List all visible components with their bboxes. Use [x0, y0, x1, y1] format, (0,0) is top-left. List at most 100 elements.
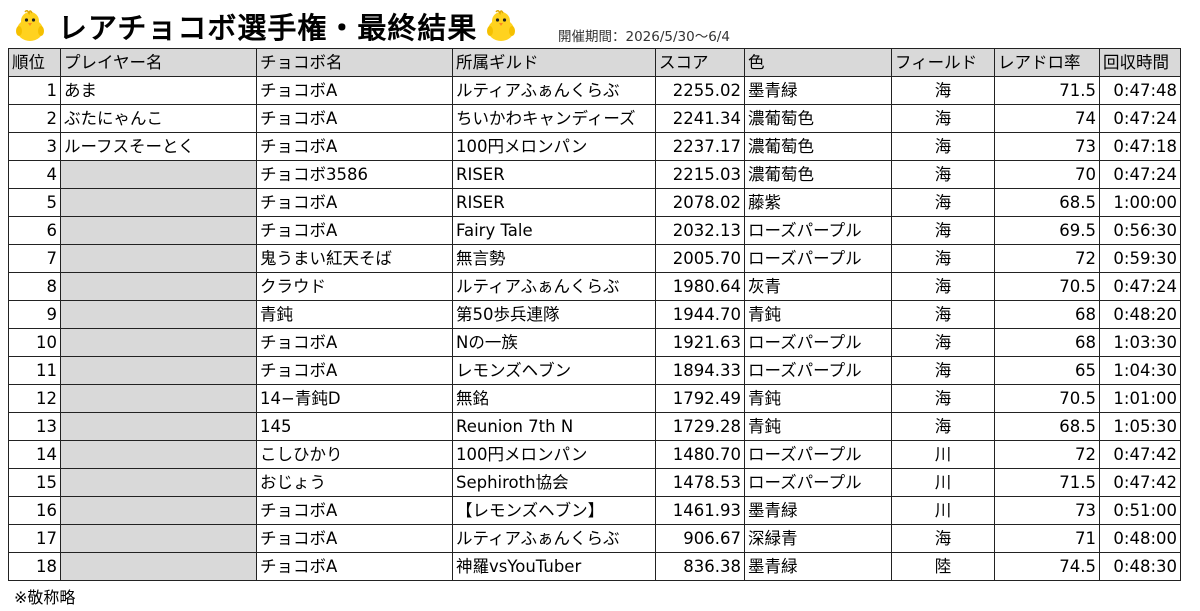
cell-chocobo: 青鈍: [256, 300, 453, 329]
cell-player-redacted: [60, 216, 257, 245]
cell-player-redacted: [60, 328, 257, 357]
cell-time: 0:48:20: [1099, 300, 1181, 329]
cell-time: 1:05:30: [1099, 412, 1181, 441]
cell-guild: 第50歩兵連隊: [452, 300, 656, 329]
table-row: 5 チョコボA RISER 2078.02 藤紫海 68.5 1:00:00: [8, 188, 1181, 217]
cell-chocobo: 14−青鈍D: [256, 384, 453, 413]
cell-chocobo: 145: [256, 412, 453, 441]
cell-field: 海: [891, 132, 995, 161]
column-header-rank: 順位: [8, 48, 61, 77]
cell-player-redacted: [60, 412, 257, 441]
results-table: 順位 プレイヤー名 チョコボ名 所属ギルド スコア 色 フィールド レアドロ率 …: [8, 48, 1181, 581]
table-row: 10 チョコボA Nの一族 1921.63 ローズパープル海 68 1:03:30: [8, 328, 1181, 357]
cell-score: 1478.53: [655, 468, 745, 497]
cell-guild: 【レモンズヘブン】: [452, 496, 656, 525]
cell-guild: レモンズヘブン: [452, 356, 656, 385]
cell-color: 濃葡萄色: [744, 132, 892, 161]
cell-player-redacted: [60, 524, 257, 553]
cell-player-redacted: [60, 440, 257, 469]
cell-time: 0:47:24: [1099, 160, 1181, 189]
cell-rank: 11: [8, 356, 61, 385]
cell-player-redacted: [60, 356, 257, 385]
cell-chocobo: 鬼うまい紅天そば: [256, 244, 453, 273]
cell-score: 1729.28: [655, 412, 745, 441]
table-row: 17 チョコボA ルティアふぁんくらぶ 906.67 深緑青海 71 0:48:00: [8, 524, 1181, 553]
cell-rank: 6: [8, 216, 61, 245]
cell-color: ローズパープル: [744, 244, 892, 273]
cell-time: 0:51:00: [1099, 496, 1181, 525]
cell-rank: 8: [8, 272, 61, 301]
cell-rate: 68: [994, 300, 1100, 329]
cell-rate: 68: [994, 328, 1100, 357]
cell-player: あま: [60, 76, 257, 105]
cell-chocobo: クラウド: [256, 272, 453, 301]
cell-time: 1:00:00: [1099, 188, 1181, 217]
cell-guild: ルティアふぁんくらぶ: [452, 76, 656, 105]
table-row: 3 ルーフスそーとく チョコボA 100円メロンパン 2237.17 濃葡萄色海 73 0:4…: [8, 132, 1181, 161]
cell-time: 0:56:30: [1099, 216, 1181, 245]
cell-score: 836.38: [655, 552, 745, 581]
cell-guild: ちいかわキャンディーズ: [452, 104, 656, 133]
cell-rate: 74.5: [994, 552, 1100, 581]
cell-chocobo: こしひかり: [256, 440, 453, 469]
cell-field: 海: [891, 328, 995, 357]
cell-rank: 3: [8, 132, 61, 161]
cell-field: 海: [891, 412, 995, 441]
cell-color: 青鈍: [744, 412, 892, 441]
cell-field: 海: [891, 76, 995, 105]
footnote: ※敬称略: [14, 588, 76, 607]
table-row: 12 14−青鈍D 無銘 1792.49 青鈍海 70.5 1:01:00: [8, 384, 1181, 413]
cell-rate: 72: [994, 244, 1100, 273]
column-header-field: フィールド: [891, 48, 995, 77]
cell-guild: 無言勢: [452, 244, 656, 273]
cell-rate: 71.5: [994, 76, 1100, 105]
cell-rank: 2: [8, 104, 61, 133]
cell-guild: ルティアふぁんくらぶ: [452, 524, 656, 553]
column-header-rate: レアドロ率: [994, 48, 1100, 77]
cell-color: 墨青緑: [744, 496, 892, 525]
table-row: 2 ぶたにゃんこ チョコボA ちいかわキャンディーズ 2241.34 濃葡萄色海 74 0:4…: [8, 104, 1181, 133]
cell-player-redacted: [60, 188, 257, 217]
cell-rate: 69.5: [994, 216, 1100, 245]
cell-guild: Nの一族: [452, 328, 656, 357]
cell-time: 0:47:42: [1099, 468, 1181, 497]
table-row: 1 あま チョコボA ルティアふぁんくらぶ 2255.02 墨青緑海 71.5 0:47:48: [8, 76, 1181, 105]
cell-field: 川: [891, 468, 995, 497]
cell-color: 青鈍: [744, 384, 892, 413]
period-value: 2026/5/30〜6/4: [625, 29, 730, 45]
cell-player-redacted: [60, 468, 257, 497]
cell-guild: Sephiroth協会: [452, 468, 656, 497]
cell-color: ローズパープル: [744, 328, 892, 357]
title-bar: レアチョコボ選手権・最終結果: [12, 6, 519, 46]
cell-time: 0:48:30: [1099, 552, 1181, 581]
cell-field: 川: [891, 496, 995, 525]
cell-color: ローズパープル: [744, 356, 892, 385]
cell-rank: 10: [8, 328, 61, 357]
cell-chocobo: チョコボA: [256, 76, 453, 105]
cell-rate: 68.5: [994, 188, 1100, 217]
cell-guild: Reunion 7th N: [452, 412, 656, 441]
cell-chocobo: チョコボA: [256, 356, 453, 385]
event-period: 開催期間：2026/5/30〜6/4: [558, 25, 730, 45]
table-row: 16 チョコボA 【レモンズヘブン】 1461.93 墨青緑川 73 0:51:00: [8, 496, 1181, 525]
column-header-player: プレイヤー名: [60, 48, 257, 77]
cell-field: 海: [891, 272, 995, 301]
cell-player-redacted: [60, 272, 257, 301]
cell-field: 海: [891, 188, 995, 217]
cell-color: 墨青緑: [744, 552, 892, 581]
cell-field: 川: [891, 440, 995, 469]
cell-time: 1:01:00: [1099, 384, 1181, 413]
cell-color: 深緑青: [744, 524, 892, 553]
table-row: 8 クラウド ルティアふぁんくらぶ 1980.64 灰青海 70.5 0:47:24: [8, 272, 1181, 301]
cell-score: 2237.17: [655, 132, 745, 161]
cell-chocobo: チョコボA: [256, 524, 453, 553]
chick-icon: [487, 9, 516, 41]
cell-guild: 100円メロンパン: [452, 132, 656, 161]
table-row: 11 チョコボA レモンズヘブン 1894.33 ローズパープル海 65 1:04:30: [8, 356, 1181, 385]
cell-chocobo: チョコボA: [256, 188, 453, 217]
column-header-guild: 所属ギルド: [452, 48, 656, 77]
cell-rank: 17: [8, 524, 61, 553]
cell-guild: RISER: [452, 160, 656, 189]
cell-rate: 71: [994, 524, 1100, 553]
period-label: 開催期間：: [558, 29, 626, 45]
